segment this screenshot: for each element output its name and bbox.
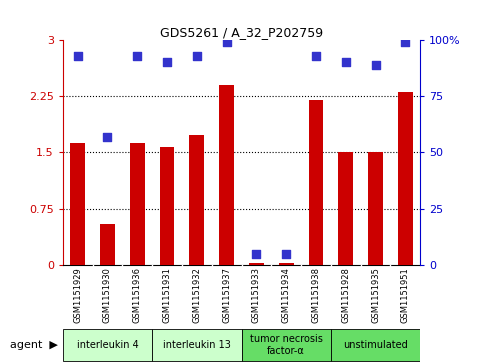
Point bbox=[133, 53, 141, 58]
Text: interleukin 13: interleukin 13 bbox=[163, 340, 231, 350]
Text: GSM1151930: GSM1151930 bbox=[103, 267, 112, 323]
Bar bbox=[309, 100, 324, 265]
Point bbox=[372, 62, 380, 68]
Bar bbox=[219, 85, 234, 265]
Text: GSM1151932: GSM1151932 bbox=[192, 267, 201, 323]
Point bbox=[342, 60, 350, 65]
Text: GSM1151934: GSM1151934 bbox=[282, 267, 291, 323]
Point bbox=[312, 53, 320, 58]
Point bbox=[74, 53, 82, 58]
Bar bbox=[130, 143, 145, 265]
Bar bbox=[279, 264, 294, 265]
Text: GSM1151931: GSM1151931 bbox=[163, 267, 171, 323]
Text: agent  ▶: agent ▶ bbox=[10, 340, 58, 350]
Text: GSM1151929: GSM1151929 bbox=[73, 267, 82, 323]
Text: GSM1151935: GSM1151935 bbox=[371, 267, 380, 323]
Bar bbox=[398, 92, 413, 265]
Bar bbox=[159, 147, 174, 265]
FancyBboxPatch shape bbox=[331, 329, 420, 361]
Point bbox=[223, 39, 230, 45]
Bar bbox=[338, 152, 353, 265]
Text: GSM1151951: GSM1151951 bbox=[401, 267, 410, 323]
Bar bbox=[249, 264, 264, 265]
Bar bbox=[189, 135, 204, 265]
Text: unstimulated: unstimulated bbox=[343, 340, 408, 350]
FancyBboxPatch shape bbox=[63, 329, 152, 361]
Bar bbox=[70, 143, 85, 265]
Point bbox=[163, 60, 171, 65]
Text: interleukin 4: interleukin 4 bbox=[77, 340, 138, 350]
Point bbox=[104, 134, 112, 140]
Text: GSM1151937: GSM1151937 bbox=[222, 267, 231, 323]
Bar bbox=[368, 152, 383, 265]
Text: tumor necrosis
factor-α: tumor necrosis factor-α bbox=[250, 334, 323, 356]
Text: GSM1151936: GSM1151936 bbox=[133, 267, 142, 323]
Point bbox=[253, 251, 260, 257]
FancyBboxPatch shape bbox=[242, 329, 331, 361]
Text: GSM1151928: GSM1151928 bbox=[341, 267, 350, 323]
Point bbox=[282, 251, 290, 257]
Point bbox=[193, 53, 201, 58]
Bar bbox=[100, 224, 115, 265]
Title: GDS5261 / A_32_P202759: GDS5261 / A_32_P202759 bbox=[160, 26, 323, 39]
Text: GSM1151938: GSM1151938 bbox=[312, 267, 320, 323]
Point bbox=[401, 39, 409, 45]
FancyBboxPatch shape bbox=[152, 329, 242, 361]
Text: GSM1151933: GSM1151933 bbox=[252, 267, 261, 323]
